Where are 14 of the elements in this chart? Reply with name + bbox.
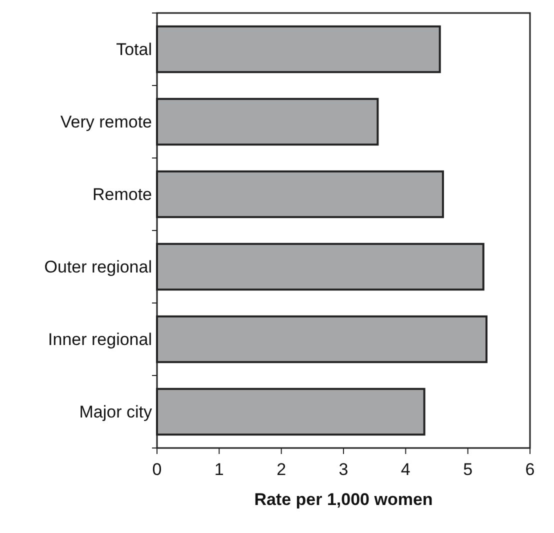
x-tick-label: 3 — [338, 460, 348, 479]
y-tick-label: Outer regional — [44, 258, 152, 277]
y-tick-label: Major city — [79, 402, 152, 422]
y-tick-label: Total — [116, 40, 152, 60]
x-tick-label: 4 — [400, 460, 410, 479]
x-tick-label: 5 — [463, 460, 473, 479]
x-tick-label: 1 — [214, 460, 224, 479]
y-tick-label: Remote — [92, 185, 152, 204]
y-tick-label: Very remote — [60, 112, 152, 132]
x-tick-label: 2 — [276, 460, 286, 479]
y-tick-label: Inner regional — [48, 330, 152, 350]
x-tick-label: 6 — [525, 460, 535, 479]
x-axis-title: Rate per 1,000 women — [254, 490, 433, 509]
x-tick-label: 0 — [152, 460, 162, 479]
